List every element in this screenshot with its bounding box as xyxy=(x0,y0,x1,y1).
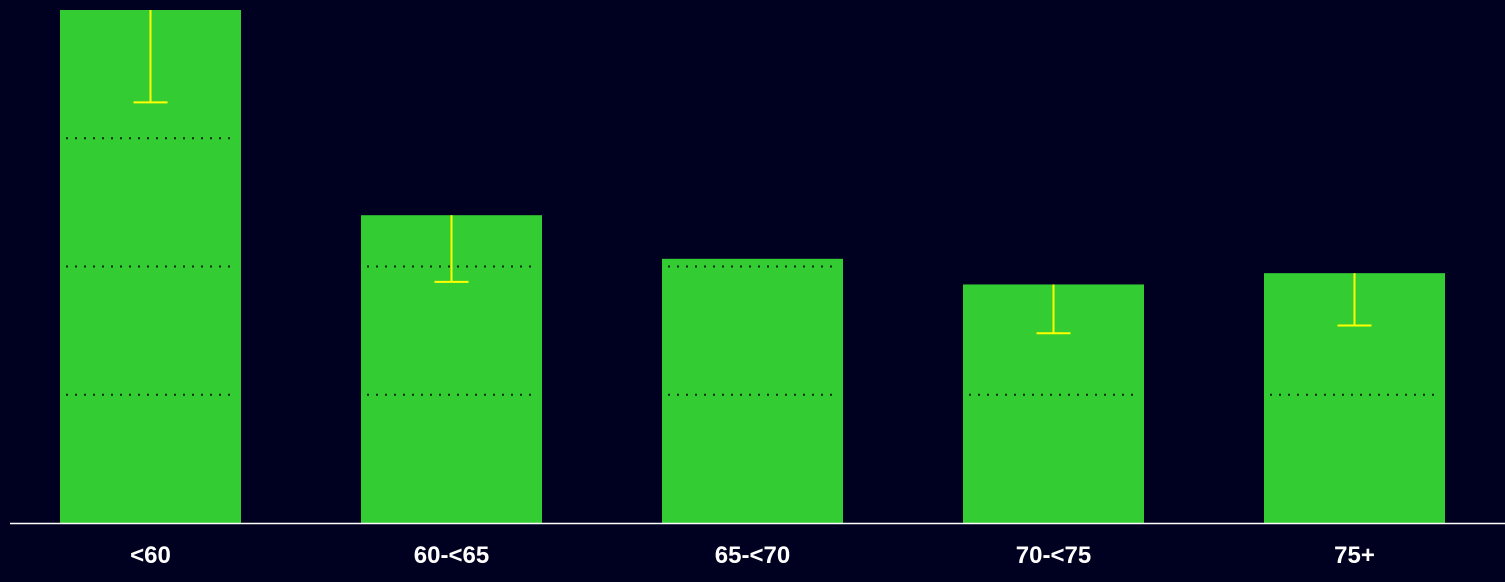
x-tick-label-2: 65-<70 xyxy=(715,542,790,569)
error-bars xyxy=(133,10,1372,335)
bars xyxy=(60,10,1445,523)
x-tick-label-4: 75+ xyxy=(1334,542,1375,569)
error-bar-1 xyxy=(434,215,469,283)
error-bar-3 xyxy=(1036,284,1071,335)
gridlines xyxy=(66,137,1441,396)
error-bar-0 xyxy=(133,10,168,104)
x-tick-label-3: 70-<75 xyxy=(1016,542,1091,569)
x-tick-label-1: 60-<65 xyxy=(414,542,489,569)
x-tick-labels: <60 60-<65 65-<70 70-<75 75+ xyxy=(130,542,1375,569)
x-tick-label-0: <60 xyxy=(130,542,171,569)
error-bar-4 xyxy=(1337,273,1372,327)
bar-2 xyxy=(662,258,843,523)
